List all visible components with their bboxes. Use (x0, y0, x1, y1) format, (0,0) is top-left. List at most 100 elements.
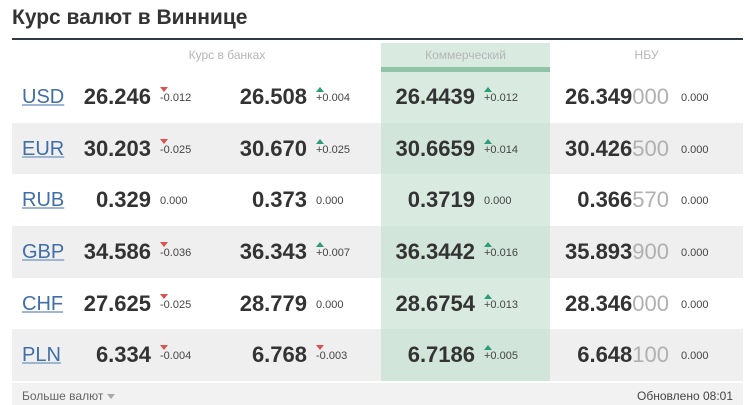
nbu-delta: 0.000 (681, 299, 709, 311)
delta-value: +0.016 (484, 247, 518, 260)
commercial-cell-bg (381, 71, 550, 123)
delta-value: 0.000 (681, 92, 709, 104)
commercial-cell-bg (381, 122, 550, 175)
currency-link[interactable]: GBP (22, 241, 65, 264)
delta-value: +0.004 (316, 92, 350, 104)
currency-link[interactable]: EUR (22, 137, 65, 160)
arrow-down-icon (160, 138, 168, 144)
bank-buy-delta: -0.004 (160, 345, 191, 362)
nbu-rate: 30.426500 (565, 136, 669, 162)
delta-value: -0.012 (160, 92, 192, 104)
commercial-rate: 6.7186 (407, 342, 475, 368)
currency-link[interactable]: USD (22, 86, 65, 108)
delta-value: 0.000 (681, 247, 709, 260)
delta-value: 0.000 (681, 298, 709, 311)
nbu-delta: 0.000 (681, 195, 709, 207)
more-currencies-label: Больше валют (22, 389, 104, 403)
nbu-rate: 28.346000 (565, 291, 669, 317)
bank-sell-delta: 0.000 (316, 195, 344, 207)
nbu-rate-tail: 000 (632, 84, 669, 109)
commercial-cell-bg (381, 174, 550, 227)
delta-value: -0.025 (160, 143, 192, 156)
nbu-delta: 0.000 (681, 92, 709, 104)
currency-link[interactable]: RUB (22, 189, 65, 212)
delta-value: 0.000 (316, 195, 344, 208)
table-row: GBP 34.586 36.343 36.3442 35.893900 -0.036 +0.… (12, 226, 743, 278)
bank-buy-delta: -0.012 (160, 87, 192, 104)
nbu-rate-tail: 900 (632, 239, 669, 265)
bank-buy-delta: -0.025 (160, 293, 192, 311)
nbu-rate-main: 35.893 (564, 239, 633, 265)
arrow-up-icon (316, 138, 324, 144)
more-currencies-link[interactable]: Больше валют (22, 389, 116, 403)
bank-buy-delta: 0.000 (160, 195, 188, 207)
commercial-column-top (381, 43, 550, 45)
table-row: CHF 27.625 28.779 28.6754 28.346000 -0.025 0.0… (12, 277, 743, 330)
chevron-down-icon (107, 394, 116, 400)
commercial-rate: 36.3442 (395, 239, 475, 265)
nbu-rate: 35.893900 (565, 239, 669, 265)
commercial-delta: +0.012 (484, 87, 518, 104)
bank-buy-rate: 26.246 (83, 84, 151, 109)
delta-value: +0.013 (484, 298, 518, 311)
nbu-rate: 6.648100 (577, 342, 669, 368)
arrow-down-icon (160, 345, 168, 351)
header-nbu: НБУ (634, 48, 659, 62)
nbu-delta: 0.000 (681, 350, 709, 362)
table-row: EUR 30.203 30.670 30.6659 30.426500 -0.025 +0.… (12, 122, 743, 175)
arrow-up-icon (316, 242, 324, 248)
header-commercial: Коммерческий (425, 48, 506, 62)
currency-link[interactable]: CHF (22, 292, 64, 315)
nbu-rate-tail: 570 (632, 187, 669, 213)
nbu-rate-tail: 100 (632, 342, 669, 368)
arrow-up-icon (484, 293, 492, 299)
arrow-down-icon (160, 87, 168, 92)
bank-sell-rate: 28.779 (239, 290, 307, 316)
delta-value: 0.000 (681, 195, 709, 208)
delta-value: 0.000 (484, 195, 512, 208)
arrow-up-icon (484, 87, 492, 92)
delta-value: 0.000 (681, 143, 709, 156)
table-row: USD 26.246 26.508 26.4439 26.349000 -0.012 +0.… (12, 71, 743, 123)
bank-sell-delta: +0.004 (316, 87, 350, 104)
bank-buy-delta: -0.036 (160, 242, 192, 260)
delta-value: +0.014 (484, 143, 518, 156)
arrow-up-icon (484, 138, 492, 144)
commercial-rate: 26.4439 (395, 84, 475, 109)
bank-sell-rate: 26.508 (239, 84, 307, 109)
bank-sell-rate: 0.373 (251, 187, 307, 213)
nbu-rate-main: 26.349 (564, 84, 633, 109)
currency-link[interactable]: PLN (22, 344, 61, 367)
nbu-rate-main: 0.366 (577, 187, 633, 213)
delta-value: -0.036 (160, 247, 192, 260)
bank-sell-delta: 0.000 (316, 299, 344, 311)
bank-buy-rate: 27.625 (83, 290, 151, 316)
nbu-rate: 26.349000 (565, 84, 669, 110)
nbu-delta: 0.000 (681, 247, 709, 259)
bank-sell-rate: 30.670 (239, 135, 307, 161)
delta-value: 0.000 (316, 298, 344, 311)
nbu-rate-tail: 000 (632, 290, 669, 316)
nbu-rate-main: 30.426 (564, 135, 633, 161)
delta-value: -0.025 (160, 298, 192, 311)
delta-value: +0.005 (484, 350, 518, 363)
delta-value: -0.003 (316, 350, 348, 363)
delta-value: +0.007 (316, 247, 350, 260)
delta-value: +0.025 (316, 143, 350, 156)
bank-sell-delta: -0.003 (316, 345, 348, 363)
commercial-rate: 28.6754 (395, 290, 475, 316)
arrow-up-icon (316, 87, 324, 92)
commercial-delta: +0.005 (484, 345, 518, 363)
bank-buy-rate: 0.329 (95, 187, 151, 213)
delta-value: 0.000 (160, 195, 188, 208)
table-row: PLN 6.334 6.768 6.7186 6.648100 -0.004 -0.003 +… (12, 329, 743, 382)
bank-buy-rate: 34.586 (83, 239, 151, 265)
arrow-down-icon (316, 345, 324, 351)
page-title: Курс валют в Виннице (12, 6, 248, 29)
arrow-down-icon (160, 242, 168, 248)
nbu-delta: 0.000 (681, 144, 709, 156)
nbu-rate-tail: 500 (632, 135, 669, 161)
footer-bar: Больше валют Обновлено 08:01 (12, 383, 743, 405)
table-row: RUB 0.329 0.373 0.3719 0.366570 0.000 0.000 0.0… (12, 174, 743, 227)
